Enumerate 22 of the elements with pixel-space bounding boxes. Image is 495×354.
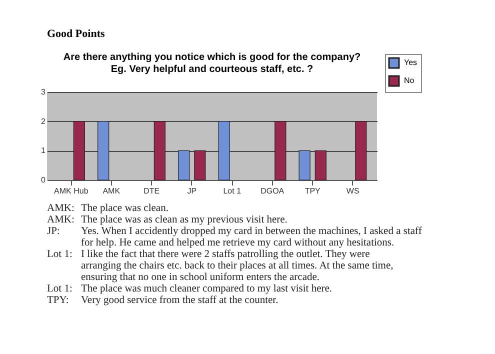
x-tick-label: Lot 1 bbox=[223, 186, 242, 196]
text: AMK: The place was as clean as my previous visit here. bbox=[47, 214, 288, 226]
y-tick-label: 2 bbox=[41, 116, 46, 126]
x-tick-label: JP bbox=[187, 186, 197, 196]
y-tick-label: 0 bbox=[41, 176, 46, 184]
text: AMK: The place was clean. bbox=[47, 203, 168, 214]
x-tick-label: DTE bbox=[144, 186, 160, 196]
text: JP: Yes. When I accidently dropped my card in between the machines, I asked a staff for help. He came and helped me retrieve my card without any hesitations. bbox=[47, 226, 422, 248]
text: Lot 1: The place was much cleaner compared to my last visit here. bbox=[47, 284, 332, 294]
x-tick-label: DGOA bbox=[260, 186, 285, 196]
x-tick-label: WS bbox=[346, 186, 360, 196]
text: Lot 1: I like the fact that there were 2 staffs patrolling the outlet. They were arranging the chairs etc. back to their places at all times. At the same time, ensuring that no one in school uniform enters the arcade. bbox=[47, 249, 394, 283]
x-tick-label: AMK bbox=[102, 186, 121, 196]
legend-label: Yes bbox=[404, 58, 418, 67]
x-tick-label: AMK Hub bbox=[54, 186, 89, 196]
y-tick-label: 3 bbox=[41, 88, 46, 96]
y-tick-label: 1 bbox=[41, 146, 46, 156]
legend-label: No bbox=[404, 76, 415, 85]
x-tick-label: TPY bbox=[304, 186, 322, 196]
text: Good Points bbox=[47, 28, 106, 40]
text: TPY: Very good service from the staff at the counter. bbox=[47, 295, 278, 306]
chart-title: Are there anything you notice which is good for the company? Eg. Very helpful and courteous staff, etc. ? bbox=[63, 52, 361, 75]
